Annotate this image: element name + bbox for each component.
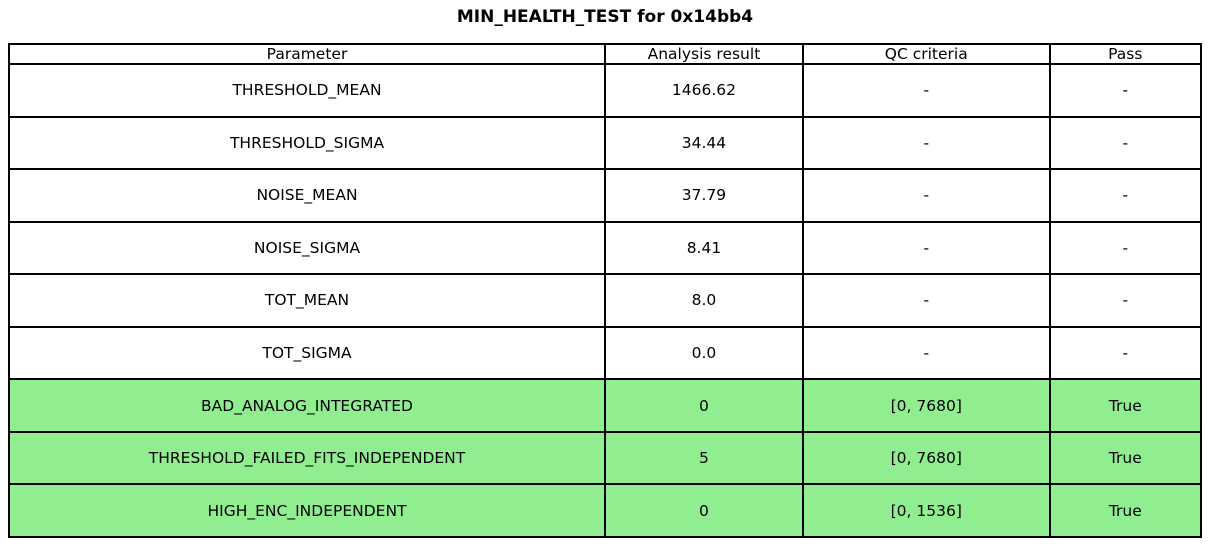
cell-pass: True [1048,378,1203,433]
table-row: HIGH_ENC_INDEPENDENT 0 [0, 1536] True [7,483,1203,538]
cell-analysis-result: 34.44 [604,115,804,171]
table-row: THRESHOLD_MEAN 1466.62- - [7,63,1203,118]
cell-analysis-result: 37.79 [604,168,804,223]
cell-qc-criteria: - [801,325,1051,381]
cell-qc-criteria: [0, 7680] [801,378,1051,433]
cell-qc-criteria: - [801,115,1051,171]
cell-qc-criteria: - [801,168,1051,223]
cell-pass: - [1048,273,1203,328]
header-row: Parameter Analysis result QC criteria Pa… [7,43,1203,65]
cell-parameter: THRESHOLD_FAILED_FITS_INDEPENDENT [7,430,607,486]
cell-pass: True [1048,430,1203,486]
cell-qc-criteria: - [801,273,1051,328]
column-header-qc-criteria: QC criteria [801,43,1051,65]
table-body: THRESHOLD_MEAN 1466.62- - THRESHOLD_SIGMA 34… [7,63,1203,538]
cell-pass: - [1048,220,1203,276]
qc-table: Parameter Analysis result QC criteria Pa… [7,43,1203,538]
cell-pass: True [1048,483,1203,538]
cell-pass: - [1048,63,1203,118]
column-header-pass: Pass [1048,43,1203,65]
cell-parameter: NOISE_SIGMA [7,220,607,276]
cell-analysis-result: 1466.62 [604,63,804,118]
cell-parameter: BAD_ANALOG_INTEGRATED [7,378,607,433]
table-row: TOT_MEAN 8.0- - [7,273,1203,328]
cell-qc-criteria: - [801,63,1051,118]
table-row: NOISE_SIGMA 8.41- - [7,220,1203,276]
cell-pass: - [1048,325,1203,381]
cell-analysis-result: 8.0 [604,273,804,328]
table-row: THRESHOLD_FAILED_FITS_INDEPENDENT 5 [0, 76… [7,430,1203,486]
table-row: BAD_ANALOG_INTEGRATED 0 [0, 7680] True [7,378,1203,433]
cell-parameter: HIGH_ENC_INDEPENDENT [7,483,607,538]
cell-analysis-result: 5 [604,430,804,486]
cell-parameter: THRESHOLD_SIGMA [7,115,607,171]
table-row: TOT_SIGMA 0.0- - [7,325,1203,381]
cell-pass: - [1048,115,1203,171]
cell-analysis-result: 0 [604,483,804,538]
cell-qc-criteria: - [801,220,1051,276]
cell-analysis-result: 0 [604,378,804,433]
column-header-analysis-result: Analysis result [604,43,804,65]
cell-parameter: THRESHOLD_MEAN [7,63,607,118]
cell-analysis-result: 8.41 [604,220,804,276]
table-row: NOISE_MEAN 37.79- - [7,168,1203,223]
column-header-parameter: Parameter [7,43,607,65]
figure-title: MIN_HEALTH_TEST for 0x14bb4 [456,7,754,27]
table-row: THRESHOLD_SIGMA 34.44- - [7,115,1203,171]
cell-parameter: NOISE_MEAN [7,168,607,223]
cell-analysis-result: 0.0 [604,325,804,381]
cell-qc-criteria: [0, 7680] [801,430,1051,486]
cell-parameter: TOT_SIGMA [7,325,607,381]
cell-qc-criteria: [0, 1536] [801,483,1051,538]
cell-parameter: TOT_MEAN [7,273,607,328]
cell-pass: - [1048,168,1203,223]
